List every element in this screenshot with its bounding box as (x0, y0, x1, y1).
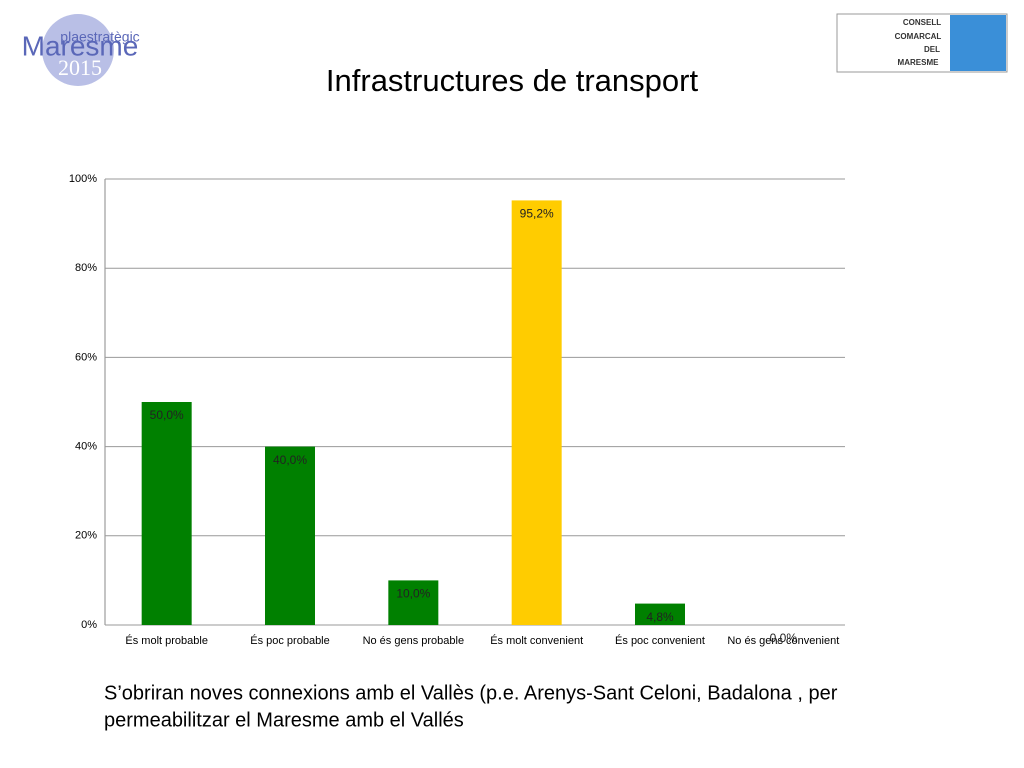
logo-text: CONSELL (903, 18, 941, 27)
bar (635, 603, 685, 625)
bar (141, 402, 192, 625)
value-label: 0,0% (770, 631, 798, 645)
logo-text: 2015 (58, 55, 102, 80)
x-tick-label: No és gens probable (363, 635, 465, 647)
caption: S’obriran noves connexions amb el Vallès… (104, 682, 838, 704)
caption: permeabilitzar el Maresme amb el Vallés (104, 709, 464, 731)
y-tick-label: 60% (75, 351, 97, 363)
logo-text: MARESME (898, 58, 940, 67)
logo-circle (42, 14, 114, 86)
value-label: 95,2% (520, 207, 554, 221)
y-tick-label: 40% (75, 441, 97, 453)
x-tick-label: No és gens convenient (727, 635, 839, 647)
logo-emblem (950, 15, 1006, 71)
y-tick-label: 20% (75, 530, 97, 542)
chart-title: Infrastructures de transport (326, 63, 699, 98)
y-tick-label: 100% (69, 173, 97, 185)
bar (388, 580, 439, 625)
x-tick-label: És molt convenient (490, 634, 583, 647)
bar (511, 200, 562, 625)
logo-text: plaestratègic (60, 29, 139, 45)
value-label: 40,0% (273, 453, 307, 467)
y-tick-label: 80% (75, 262, 97, 274)
value-label: 4,8% (646, 610, 674, 624)
y-tick-label: 0% (81, 619, 97, 631)
x-tick-label: És poc convenient (615, 634, 705, 647)
x-tick-label: És molt probable (125, 634, 208, 647)
value-label: 10,0% (396, 587, 430, 601)
logo-text: Maresme (22, 30, 139, 61)
logo-text: COMARCAL (895, 32, 942, 41)
logo-text: DEL (924, 45, 940, 54)
bar (265, 446, 315, 625)
x-tick-label: És poc probable (250, 634, 330, 647)
value-label: 50,0% (150, 408, 184, 422)
